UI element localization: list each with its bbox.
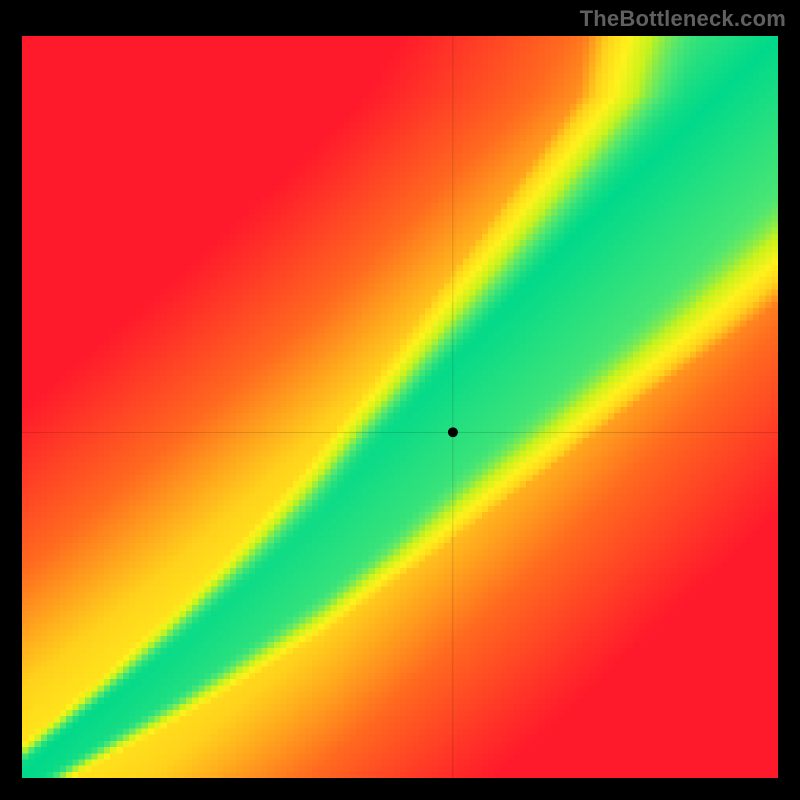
watermark-text: TheBottleneck.com	[580, 6, 786, 32]
bottleneck-heatmap	[22, 36, 778, 778]
chart-container: TheBottleneck.com	[0, 0, 800, 800]
plot-area	[22, 36, 778, 778]
